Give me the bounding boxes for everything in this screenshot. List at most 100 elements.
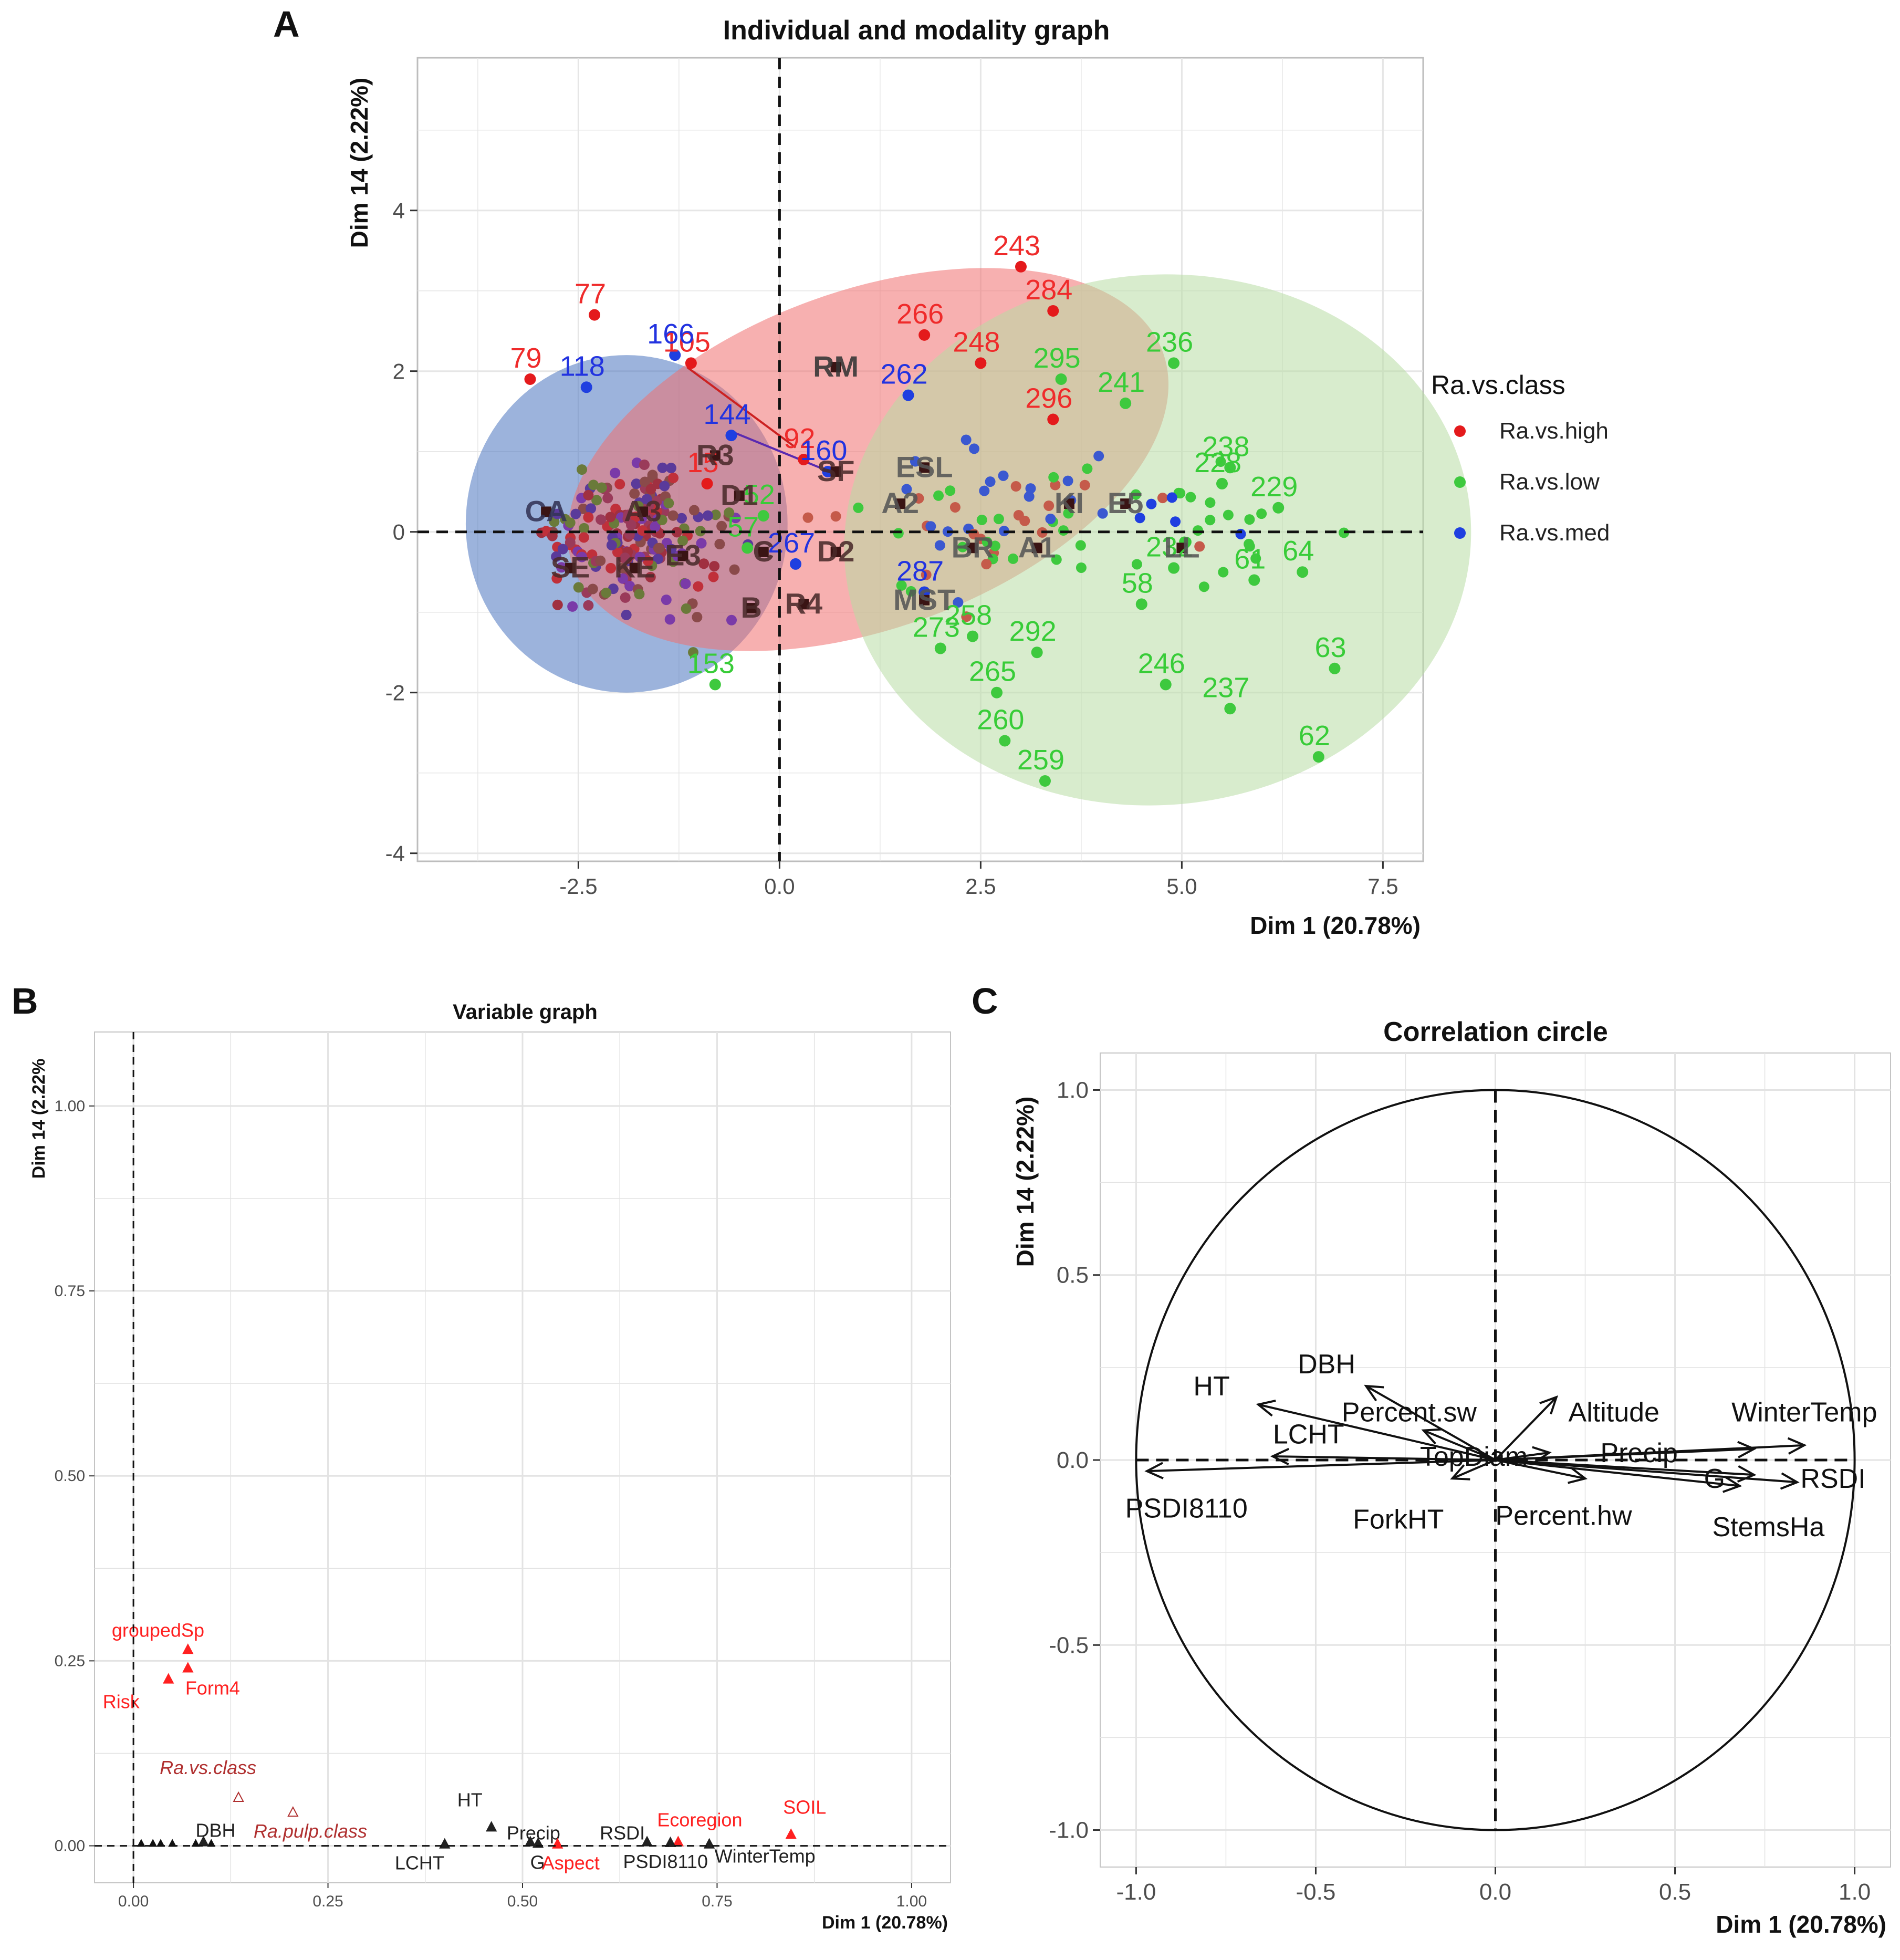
individual-point (1076, 562, 1087, 573)
variable-marker (149, 1839, 158, 1847)
vector-Altitude (1495, 1396, 1558, 1461)
individual-point (1205, 515, 1216, 526)
panel-a-title: Individual and modality graph (723, 15, 1110, 46)
vector-DBH (1365, 1385, 1496, 1461)
individual-point (680, 578, 691, 589)
panel-b-title: Variable graph (453, 1000, 598, 1024)
individual-point (556, 562, 567, 573)
x-tick-label: 0.0 (1479, 1879, 1511, 1905)
individual-point (1008, 553, 1019, 564)
individual-point (921, 569, 932, 580)
panel-a-xlabel: Dim 1 (20.78%) (1250, 912, 1421, 939)
variable-marker-LCHT (439, 1838, 451, 1849)
point-label-296: 296 (1025, 383, 1072, 414)
individual-point (830, 511, 841, 522)
labeled-point-292 (1031, 647, 1043, 659)
point-label-258: 258 (945, 600, 992, 631)
individual-point (1244, 514, 1255, 525)
individual-point (1010, 481, 1021, 492)
vector-label-Percent-hw: Percent.hw (1495, 1501, 1632, 1531)
individual-point (661, 595, 672, 606)
vector-arrowhead (1787, 1437, 1807, 1455)
labeled-point-296 (1047, 413, 1059, 425)
labeled-point-118 (580, 381, 592, 393)
vector-arrowhead (1780, 1472, 1800, 1490)
individual-point (641, 494, 652, 505)
individual-point (961, 434, 972, 445)
modality-marker-KI (1063, 498, 1074, 509)
modality-label-E3: E3 (665, 539, 701, 572)
individual-point (625, 519, 636, 530)
point-label-144: 144 (703, 399, 750, 430)
panel-c-ylabel: Dim 14 (2.22%) (1011, 1097, 1039, 1267)
modality-label-LL: LL (1164, 530, 1199, 564)
individual-point (639, 476, 650, 487)
variable-label-WinterTemp: WinterTemp (715, 1846, 816, 1867)
vector-label-WinterTemp: WinterTemp (1731, 1397, 1877, 1427)
point-label-265: 265 (969, 656, 1016, 687)
variable-marker-Form4 (182, 1662, 194, 1673)
vector-label-Percent-sw: Percent.sw (1342, 1397, 1477, 1427)
variable-label-RSDI: RSDI (600, 1822, 645, 1844)
y-tick-label: 0.00 (55, 1838, 85, 1855)
individual-point (567, 601, 578, 612)
individual-point (953, 597, 964, 608)
vector-label-ForkHT: ForkHT (1353, 1505, 1444, 1535)
individual-point (1062, 475, 1073, 486)
individual-point (1063, 508, 1074, 519)
vector-label-HT: HT (1193, 1371, 1229, 1402)
variable-label-SOIL: SOIL (783, 1796, 826, 1818)
individual-point (1235, 528, 1246, 539)
individual-point (1075, 540, 1086, 551)
vector-StemsHa (1495, 1459, 1740, 1487)
individual-point (710, 509, 721, 520)
x-tick-label: 0.25 (312, 1893, 343, 1910)
labeled-point-79 (524, 373, 536, 385)
vector-label-Altitude: Altitude (1569, 1397, 1659, 1427)
panel-c-xlabel: Dim 1 (20.78%) (1716, 1911, 1886, 1938)
labeled-point-52 (757, 510, 769, 522)
individual-point (667, 510, 678, 521)
labeled-point-241 (1120, 397, 1132, 409)
point-label-57: 57 (727, 511, 759, 543)
vector-G (1495, 1459, 1755, 1476)
point-label-241: 241 (1098, 367, 1145, 398)
y-tick-label: -1.0 (1049, 1818, 1089, 1843)
individual-point (693, 581, 704, 592)
individual-point (666, 544, 677, 555)
point-label-284: 284 (1025, 274, 1072, 306)
y-tick-label: 1.0 (1057, 1077, 1089, 1103)
x-tick-label: 1.0 (1839, 1879, 1871, 1905)
labeled-point-232 (1168, 562, 1180, 574)
individual-point (853, 502, 864, 513)
individual-point (1134, 513, 1145, 524)
individual-point (901, 484, 912, 495)
labeled-point-105 (685, 357, 697, 369)
variable-label-Aspect: Aspect (542, 1852, 600, 1874)
labeled-point-295 (1055, 373, 1067, 385)
individual-point (979, 485, 990, 496)
vector-arrowhead (1532, 1446, 1552, 1464)
individual-point (1157, 493, 1168, 504)
modality-marker-CA (541, 506, 552, 517)
modality-marker-ESL (919, 462, 930, 473)
vector-arrowhead (1270, 1447, 1290, 1466)
individual-point (698, 558, 709, 569)
individual-point (621, 609, 632, 620)
panel-label-c: C (972, 981, 998, 1021)
legend-label-Ra-vs-high: Ra.vs.high (1499, 418, 1609, 444)
x-tick-label: 0.50 (507, 1893, 538, 1910)
point-label-118: 118 (560, 350, 605, 382)
individual-point (601, 587, 612, 598)
x-tick-label: 5.0 (1166, 874, 1197, 899)
point-label-229: 229 (1250, 471, 1298, 503)
individual-point (676, 513, 687, 524)
vector-PSDI8110 (1146, 1459, 1496, 1473)
individual-point (620, 552, 631, 564)
individual-point (583, 600, 594, 611)
variable-label-Risk: Risk (103, 1691, 140, 1713)
point-label-262: 262 (880, 359, 927, 390)
variable-marker (137, 1839, 145, 1847)
labeled-point-248 (975, 357, 987, 369)
individual-point (665, 463, 676, 474)
